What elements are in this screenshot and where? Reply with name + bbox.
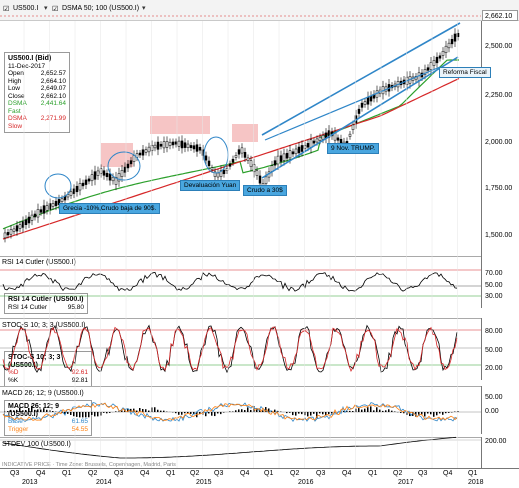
rsi-legend: RSI 14 Cutler (US500.I) RSI 14 Cutler 95.…	[4, 293, 88, 314]
annotation-crudo30[interactable]: Crudo a 30$	[243, 185, 287, 196]
legend-dsma-fast-label: DSMA Fast	[8, 100, 35, 115]
legend-close-label: Close	[8, 93, 25, 101]
rsi-legend-title: RSI 14 Cutler (US500.I)	[8, 296, 84, 304]
rsi-legend-value: 95.80	[68, 304, 84, 312]
rsi-title[interactable]: RSI 14 Cutler (US500.I)	[2, 259, 76, 266]
legend-high-label: High	[8, 78, 21, 86]
stdev-tick: 200.00	[485, 438, 506, 445]
price-panel[interactable]	[0, 21, 481, 256]
legend-high-value: 2,664.10	[41, 78, 66, 86]
quarter-label: Q1	[368, 470, 377, 477]
indicator-label[interactable]: DSMA 50; 100 (US500.I)	[62, 5, 139, 12]
stoch-d-label: %D	[8, 369, 18, 377]
time-axis[interactable]: Q3 Q4 Q1 Q2 Q3 Q4 Q1 Q2 Q3 Q4 Q1 Q2 Q3 Q…	[0, 468, 519, 488]
quarter-label: Q4	[240, 470, 249, 477]
stdev-title[interactable]: STDEV 100 (US500.I)	[2, 441, 71, 448]
quarter-label: Q1	[468, 470, 477, 477]
macd-tick: 0.00	[485, 408, 499, 415]
legend-close-value: 2,662.10	[41, 93, 66, 101]
quarter-label: Q2	[88, 470, 97, 477]
quarter-label: Q4	[36, 470, 45, 477]
quarter-label: Q1	[264, 470, 273, 477]
year-label: 2016	[298, 479, 314, 486]
macd-tick: 50.00	[485, 394, 503, 401]
stoch-axis[interactable]: 80.00 50.00 20.00	[481, 318, 519, 380]
legend-dsma-fast-value: 2,441.64	[41, 100, 66, 115]
macd-trigger-label: Trigger	[8, 426, 28, 434]
quarter-label: Q1	[62, 470, 71, 477]
stoch-k-value: 92.81	[72, 377, 88, 385]
last-price-tag: 2,662.10	[482, 10, 518, 21]
price-tick: 2,250.00	[485, 92, 512, 99]
rsi-tick: 30.00	[485, 293, 503, 300]
ticker-dropdown-icon[interactable]: ▾	[44, 4, 48, 12]
stoch-tick: 20.00	[485, 365, 503, 372]
quarter-label: Q3	[214, 470, 223, 477]
rsi-tick: 50.00	[485, 282, 503, 289]
quarter-label: Q3	[418, 470, 427, 477]
chart-toolbar: ☑ US500.I ▾ ☑ DSMA 50; 100 (US500.I) ▾	[0, 0, 519, 21]
legend-dsma-slow-value: 2,271.99	[41, 115, 66, 130]
rsi-legend-label: RSI 14 Cutler	[8, 304, 47, 312]
price-tick: 1,750.00	[485, 185, 512, 192]
main-legend-date: 11-Dec-2017	[8, 63, 66, 71]
annotation-trump[interactable]: 9 Nov. TRUMP.	[327, 143, 379, 154]
year-label: 2018	[468, 479, 484, 486]
main-legend-title: US500.I (Bid)	[8, 55, 66, 63]
legend-open-value: 2,652.57	[41, 70, 66, 78]
year-label: 2015	[196, 479, 212, 486]
price-axis[interactable]: 2,500.00 2,250.00 2,000.00 1,750.00 1,50…	[481, 21, 519, 256]
legend-low-label: Low	[8, 85, 20, 93]
stoch-tick: 80.00	[485, 328, 503, 335]
stoch-tick: 50.00	[485, 347, 503, 354]
quarter-label: Q2	[290, 470, 299, 477]
annotation-devaluacion[interactable]: Devaluación Yuan	[180, 180, 240, 191]
price-tick: 2,500.00	[485, 43, 512, 50]
quarter-label: Q2	[190, 470, 199, 477]
stoch-k-label: %K	[8, 377, 18, 385]
stoch-legend: STOC-S 10; 3; 3 (US500.I) %D 92.61 %K 92.8…	[4, 351, 92, 387]
indicator-dropdown-icon[interactable]: ▾	[142, 4, 146, 12]
macd-base-label: Base	[8, 418, 23, 426]
legend-dsma-slow-label: DSMA Slow	[8, 115, 35, 130]
quarter-label: Q3	[316, 470, 325, 477]
macd-legend-title: MACD 26; 12; 9 (US500.I)	[8, 403, 88, 418]
price-tick: 2,000.00	[485, 139, 512, 146]
main-legend: US500.I (Bid) 11-Dec-2017 Open 2,652.57 H…	[4, 52, 70, 133]
ticker-label[interactable]: US500.I	[13, 5, 38, 12]
quarter-label: Q3	[10, 470, 19, 477]
legend-low-value: 2,649.07	[41, 85, 66, 93]
year-label: 2013	[22, 479, 38, 486]
price-tick: 1,500.00	[485, 232, 512, 239]
rsi-tick: 70.00	[485, 270, 503, 277]
quarter-label: Q1	[166, 470, 175, 477]
ticker-checkbox-icon[interactable]: ☑	[3, 5, 9, 13]
macd-legend: MACD 26; 12; 9 (US500.I) Base 61.65 Trigg…	[4, 400, 92, 436]
quarter-label: Q4	[342, 470, 351, 477]
rsi-axis[interactable]: 70.00 50.00 30.00	[481, 256, 519, 308]
stdev-axis[interactable]: 200.00	[481, 437, 519, 468]
quarter-label: Q2	[393, 470, 402, 477]
macd-trigger-value: 54.55	[72, 426, 88, 434]
macd-title[interactable]: MACD 26; 12; 9 (US500.I)	[2, 390, 84, 397]
annotation-reforma[interactable]: Reforma Fiscal	[439, 67, 491, 78]
stoch-title[interactable]: STOC-S 10; 3; 3 (US500.I)	[2, 322, 86, 329]
year-label: 2014	[96, 479, 112, 486]
year-label: 2017	[398, 479, 414, 486]
quarter-label: Q3	[114, 470, 123, 477]
legend-open-label: Open	[8, 70, 24, 78]
stoch-legend-title: STOC-S 10; 3; 3 (US500.I)	[8, 354, 88, 369]
stoch-d-value: 92.61	[72, 369, 88, 377]
quarter-label: Q4	[140, 470, 149, 477]
macd-axis[interactable]: 50.00 0.00	[481, 386, 519, 434]
annotation-grecia[interactable]: Grecia -10%,Crudo baja de 90$.	[59, 203, 160, 214]
macd-base-value: 61.65	[72, 418, 88, 426]
indicator-checkbox-icon[interactable]: ☑	[52, 5, 58, 13]
quarter-label: Q4	[443, 470, 452, 477]
